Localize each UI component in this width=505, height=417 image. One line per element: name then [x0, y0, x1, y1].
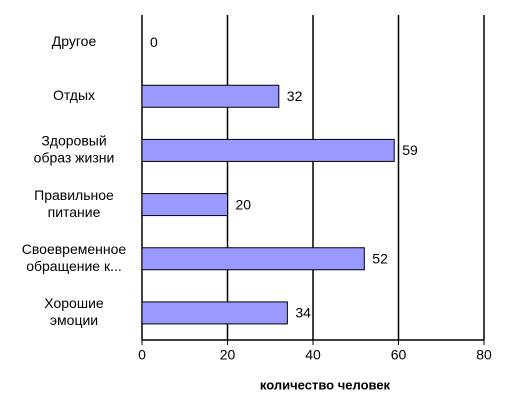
value-label: 52	[372, 250, 388, 266]
value-label: 0	[150, 34, 158, 50]
bar	[141, 301, 288, 325]
y-tick-label: Правильное	[34, 187, 114, 203]
x-tick-label: 80	[476, 347, 492, 363]
y-tick-label: Другое	[52, 33, 97, 49]
y-tick-label: образ жизни	[34, 150, 115, 166]
value-label: 20	[236, 196, 252, 212]
value-label: 34	[295, 305, 311, 321]
y-tick-label: Хорошие	[44, 295, 104, 311]
x-tick-label: 60	[391, 347, 407, 363]
y-tick-label: Здоровый	[41, 133, 106, 149]
x-tick-label: 0	[138, 347, 146, 363]
y-tick-label: обращение к...	[26, 258, 122, 274]
bar	[141, 84, 280, 108]
y-tick-label: питание	[48, 204, 101, 220]
value-label: 32	[287, 88, 303, 104]
x-tick-label: 40	[305, 347, 321, 363]
y-tick-label: эмоции	[50, 312, 98, 328]
x-tick-label: 20	[220, 347, 236, 363]
bar	[141, 138, 395, 162]
x-axis-label: количество человек	[260, 377, 391, 392]
value-label: 59	[402, 142, 418, 158]
bar	[141, 193, 228, 217]
bar	[141, 247, 365, 271]
y-tick-label: Своевременное	[22, 241, 127, 257]
y-tick-label: Отдых	[53, 87, 95, 103]
